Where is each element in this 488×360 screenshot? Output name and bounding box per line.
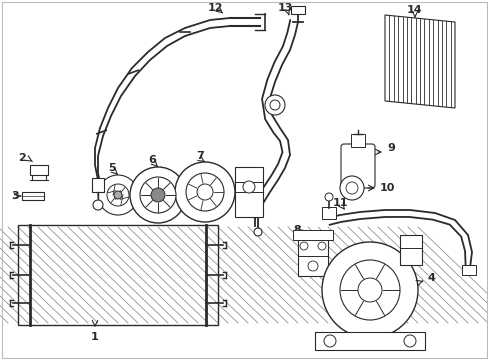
Circle shape xyxy=(253,228,262,236)
Text: 14: 14 xyxy=(407,5,422,15)
Circle shape xyxy=(321,242,417,338)
Circle shape xyxy=(317,242,325,250)
Circle shape xyxy=(130,167,185,223)
Circle shape xyxy=(325,193,332,201)
Circle shape xyxy=(114,191,122,199)
Text: 2: 2 xyxy=(18,153,26,163)
Circle shape xyxy=(107,184,129,206)
Text: 12: 12 xyxy=(207,3,223,13)
Text: 1: 1 xyxy=(91,332,99,342)
Bar xyxy=(350,134,364,147)
Bar xyxy=(461,265,475,275)
Bar xyxy=(92,178,104,192)
Circle shape xyxy=(346,182,357,194)
Bar xyxy=(22,192,44,200)
Text: 6: 6 xyxy=(148,155,156,165)
Text: 10: 10 xyxy=(379,183,395,193)
Bar xyxy=(292,230,332,240)
Circle shape xyxy=(151,188,164,202)
Text: 13: 13 xyxy=(277,3,292,13)
Text: 5: 5 xyxy=(108,163,116,173)
Text: 11: 11 xyxy=(331,198,347,208)
Bar xyxy=(399,235,421,265)
Circle shape xyxy=(307,261,317,271)
Text: 3: 3 xyxy=(11,191,19,201)
Text: 4: 4 xyxy=(427,273,435,283)
Circle shape xyxy=(140,177,176,213)
Circle shape xyxy=(93,200,103,210)
Bar xyxy=(30,165,48,175)
Circle shape xyxy=(197,184,213,200)
Polygon shape xyxy=(384,15,454,108)
FancyBboxPatch shape xyxy=(340,144,374,188)
Circle shape xyxy=(269,100,280,110)
Text: 8: 8 xyxy=(292,225,300,235)
Circle shape xyxy=(175,162,235,222)
Circle shape xyxy=(264,95,285,115)
Circle shape xyxy=(403,335,415,347)
Circle shape xyxy=(243,181,254,193)
Bar xyxy=(297,238,327,276)
Bar xyxy=(314,332,424,350)
Text: 9: 9 xyxy=(386,143,394,153)
Circle shape xyxy=(185,173,224,211)
Circle shape xyxy=(324,335,335,347)
Circle shape xyxy=(357,278,381,302)
Bar xyxy=(28,227,207,323)
Bar xyxy=(321,207,335,219)
Circle shape xyxy=(339,260,399,320)
Circle shape xyxy=(339,176,363,200)
Bar xyxy=(235,167,263,217)
Text: 7: 7 xyxy=(196,151,203,161)
Circle shape xyxy=(98,175,138,215)
Bar xyxy=(18,225,218,325)
Bar xyxy=(290,6,305,14)
Circle shape xyxy=(299,242,307,250)
